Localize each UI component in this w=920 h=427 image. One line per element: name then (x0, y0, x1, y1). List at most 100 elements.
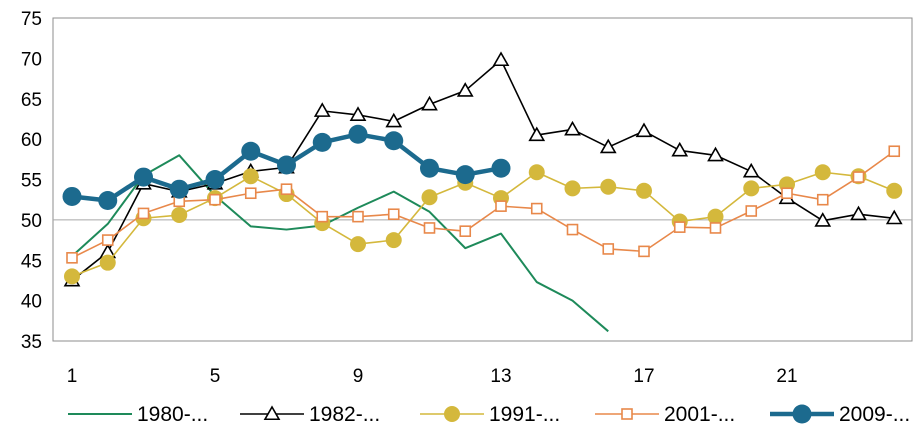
data-point (99, 254, 116, 271)
data-point (886, 182, 903, 199)
y-tick-label: 65 (21, 90, 42, 111)
legend-swatch-marker (444, 406, 460, 422)
data-point (816, 193, 829, 206)
axis-layer: 35 40 45 50 55 60 65 70 75 1 5 9 13 17 21 (21, 9, 798, 387)
data-point (134, 167, 153, 187)
legend-swatch-marker (263, 405, 281, 421)
x-tick-label: 17 (633, 366, 654, 387)
y-tick-label: 75 (21, 9, 42, 30)
series-2009 (62, 124, 511, 210)
data-point (137, 207, 150, 220)
data-point (885, 209, 903, 225)
data-point (316, 210, 329, 223)
y-tick-label: 70 (21, 49, 42, 70)
data-point (313, 102, 331, 117)
data-point (528, 126, 546, 142)
data-point (707, 208, 724, 225)
y-tick-label: 55 (21, 171, 42, 192)
y-tick-label: 40 (21, 292, 42, 313)
data-point (349, 106, 367, 121)
x-tick-label: 13 (490, 366, 511, 387)
y-tick-label: 45 (21, 251, 42, 272)
data-point (742, 162, 760, 178)
data-point (387, 208, 400, 221)
data-point (421, 95, 438, 111)
legend-item-2009: 2009-... (770, 403, 910, 426)
data-point (530, 202, 543, 215)
data-point (352, 210, 364, 223)
data-point (98, 190, 118, 210)
data-point (492, 51, 510, 67)
data-point (709, 222, 722, 234)
data-point (280, 183, 293, 195)
legend-label: 2001-... (664, 403, 735, 426)
data-point (528, 164, 545, 181)
legend-label: 2009-... (839, 403, 910, 426)
data-point (64, 268, 80, 285)
data-point (384, 131, 404, 151)
y-tick-label: 35 (21, 332, 42, 353)
data-point (205, 170, 225, 189)
data-point (599, 138, 617, 154)
data-point (169, 179, 189, 199)
data-point (707, 146, 724, 162)
legend-label: 1980-... (137, 403, 208, 426)
data-point (66, 252, 78, 264)
series-2001 (66, 145, 901, 264)
data-point (566, 223, 579, 236)
data-point (635, 122, 653, 138)
data-point (850, 205, 867, 221)
data-point (673, 221, 686, 233)
legend-item-1991: 1991-... (420, 403, 560, 426)
legend-item-2001: 2001-... (595, 403, 735, 426)
data-point (241, 141, 261, 161)
data-point (600, 178, 617, 195)
data-point (277, 155, 296, 175)
data-point (459, 225, 472, 237)
legend: 1980-... 1982-... 1991-... 2001-... 2009-... (68, 403, 910, 426)
data-point (564, 120, 581, 136)
data-point (888, 145, 901, 158)
data-point (636, 182, 652, 199)
legend-swatch-marker (792, 404, 812, 424)
x-tick-label: 21 (776, 366, 797, 387)
data-point (781, 187, 793, 200)
plot-area (52, 17, 913, 342)
series-layer (62, 51, 903, 333)
data-point (602, 243, 615, 255)
data-point (455, 165, 475, 185)
data-point (420, 158, 439, 178)
data-point (491, 158, 511, 178)
series-line (71, 150, 895, 259)
data-point (743, 180, 760, 197)
y-tick-label: 50 (21, 211, 42, 232)
data-point (244, 187, 257, 200)
data-point (814, 212, 832, 227)
data-point (348, 124, 368, 144)
data-point (312, 132, 332, 152)
legend-label: 1982-... (309, 403, 380, 426)
data-point (423, 222, 436, 234)
data-point (745, 205, 758, 217)
y-tick-label: 60 (21, 130, 42, 151)
data-point (385, 112, 403, 128)
data-point (171, 207, 188, 224)
data-point (671, 141, 689, 157)
data-point (242, 168, 259, 185)
legend-item-1982: 1982-... (240, 403, 380, 426)
data-point (638, 245, 650, 258)
data-point (385, 232, 402, 249)
legend-label: 1991-... (489, 403, 560, 426)
x-tick-label: 9 (353, 366, 364, 387)
data-point (62, 186, 82, 206)
data-point (564, 180, 581, 197)
legend-item-1980: 1980-... (68, 403, 208, 426)
data-point (350, 236, 366, 253)
data-point (456, 82, 474, 97)
data-point (852, 171, 865, 183)
data-point (209, 193, 221, 206)
data-point (495, 200, 507, 212)
data-point (421, 189, 438, 206)
data-point (814, 164, 831, 181)
